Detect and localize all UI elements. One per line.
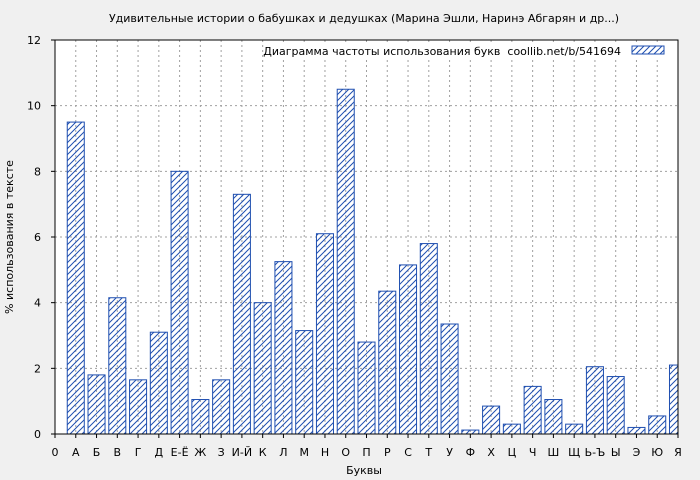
y-tick-label: 10: [27, 100, 41, 113]
x-tick-label: Х: [487, 446, 495, 459]
legend-swatch: [631, 45, 665, 55]
x-tick-label: К: [259, 446, 267, 459]
x-tick-label: Ш: [548, 446, 560, 459]
x-tick-label: В: [114, 446, 122, 459]
x-tick-label: 0: [52, 446, 59, 459]
bar-Ю: [648, 415, 667, 435]
x-tick-label: Ж: [194, 446, 206, 459]
y-tick-label: 12: [27, 34, 41, 47]
bars: [66, 88, 679, 435]
bar-М: [295, 330, 314, 435]
bar-Г: [129, 379, 148, 435]
bar-С: [399, 264, 418, 435]
bar-П: [357, 341, 376, 435]
x-tick-label: Ь-Ъ: [585, 446, 606, 459]
x-axis-label: Буквы: [346, 464, 382, 477]
x-tick-label: Е-Ё: [171, 446, 189, 459]
bar-Ж: [191, 399, 210, 435]
x-ticks: 0 А Б В Г Д Е-Ё Ж З И-Й К Л М Н О П Р С Т У Ф Х Ц Ч Ш Щ Ь-Ъ Ы Э Ю Я: [52, 434, 682, 459]
y-tick-label: 0: [34, 428, 41, 441]
bar-Ч: [523, 385, 542, 435]
x-tick-label: У: [446, 446, 453, 459]
y-tick-label: 6: [34, 231, 41, 244]
bar-В: [108, 297, 127, 435]
x-tick-label: Э: [633, 446, 641, 459]
bar-Л: [274, 261, 293, 435]
bar-О: [336, 88, 355, 435]
y-tick-label: 8: [34, 165, 41, 178]
bar-Ы: [606, 376, 625, 435]
bar-И-Й: [232, 193, 251, 435]
bar-Э: [627, 426, 646, 435]
x-tick-label: И-Й: [232, 446, 252, 459]
bar-Д: [149, 331, 168, 435]
bar-Ф: [461, 429, 480, 435]
legend-box: [275, 43, 673, 59]
y-tick-label: 4: [34, 297, 41, 310]
x-tick-label: С: [404, 446, 412, 459]
y-ticks: 0 2 4 6 8 10 12: [27, 34, 55, 441]
x-tick-label: З: [218, 446, 225, 459]
x-tick-label: Ф: [466, 446, 475, 459]
x-tick-label: Щ: [568, 446, 580, 459]
x-tick-label: Н: [321, 446, 329, 459]
x-tick-label: Т: [424, 446, 432, 459]
x-tick-label: П: [362, 446, 370, 459]
x-tick-label: Г: [135, 446, 142, 459]
bar-К: [253, 302, 272, 435]
x-tick-label: Л: [279, 446, 287, 459]
y-tick-label: 2: [34, 362, 41, 375]
y-axis-label: % использования в тексте: [3, 160, 16, 314]
bar-Ш: [544, 399, 563, 435]
x-tick-label: Ц: [508, 446, 517, 459]
x-tick-label: Я: [674, 446, 682, 459]
bar-Н: [315, 233, 334, 435]
x-tick-label: Ы: [611, 446, 621, 459]
bar-Я: [668, 364, 679, 435]
x-tick-label: Д: [155, 446, 164, 459]
bar-У: [440, 323, 459, 435]
x-tick-label: Б: [93, 446, 101, 459]
bar-Ц: [502, 423, 521, 435]
x-tick-label: Р: [384, 446, 391, 459]
bar-Щ: [565, 423, 584, 435]
bar-Х: [482, 405, 501, 435]
x-tick-label: Ч: [529, 446, 537, 459]
x-tick-label: О: [341, 446, 350, 459]
bar-Б: [87, 374, 106, 435]
bar-Т: [419, 243, 438, 435]
bar-А: [66, 121, 85, 435]
bar-Ь-Ъ: [585, 366, 604, 435]
bar-З: [212, 379, 231, 435]
legend-text: Диаграмма частоты использования букв coo…: [263, 45, 621, 58]
chart-title: Удивительные истории о бабушках и дедушк…: [109, 12, 619, 25]
x-tick-label: Ю: [651, 446, 663, 459]
bar-Е-Ё: [170, 170, 189, 435]
x-tick-label: М: [299, 446, 309, 459]
bar-Р: [378, 290, 397, 435]
x-tick-label: А: [72, 446, 80, 459]
